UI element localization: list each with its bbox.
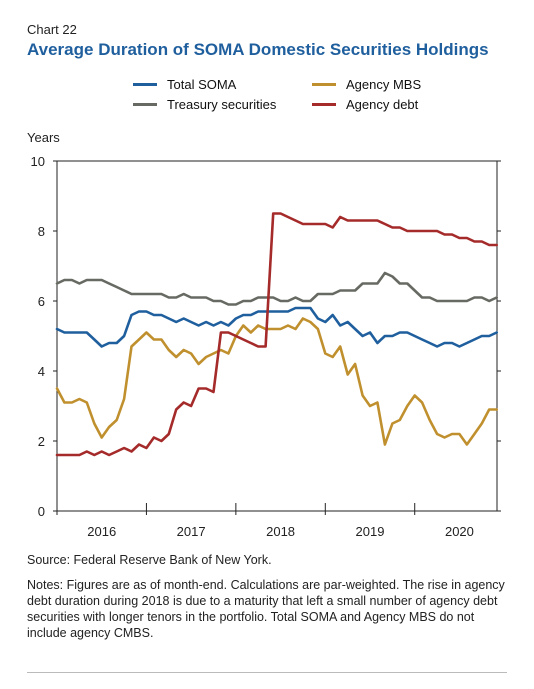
y-tick-label: 8 — [38, 224, 45, 239]
chart-number: Chart 22 — [27, 22, 77, 37]
bottom-rule — [27, 672, 507, 673]
y-tick-label: 2 — [38, 434, 45, 449]
x-tick-label: 2018 — [266, 524, 295, 539]
y-axis-label: Years — [27, 130, 60, 145]
series-agency-debt — [55, 212, 498, 457]
series-total-soma — [55, 306, 498, 348]
x-tick-label: 2016 — [87, 524, 116, 539]
series-treasury-securities — [55, 271, 498, 306]
plot-frame — [56, 160, 498, 512]
series-agency-mbs — [55, 317, 498, 446]
x-tick-label: 2017 — [177, 524, 206, 539]
y-tick-label: 10 — [31, 154, 45, 169]
x-tick-label: 2020 — [445, 524, 474, 539]
y-tick-label: 6 — [38, 294, 45, 309]
y-tick-label: 0 — [38, 504, 45, 519]
chart-title: Average Duration of SOMA Domestic Securi… — [27, 40, 489, 59]
source-note: Source: Federal Reserve Bank of New York… — [27, 553, 272, 567]
y-tick-label: 4 — [38, 364, 45, 379]
notes-text: Notes: Figures are as of month-end. Calc… — [27, 578, 505, 640]
x-tick-label: 2019 — [356, 524, 385, 539]
